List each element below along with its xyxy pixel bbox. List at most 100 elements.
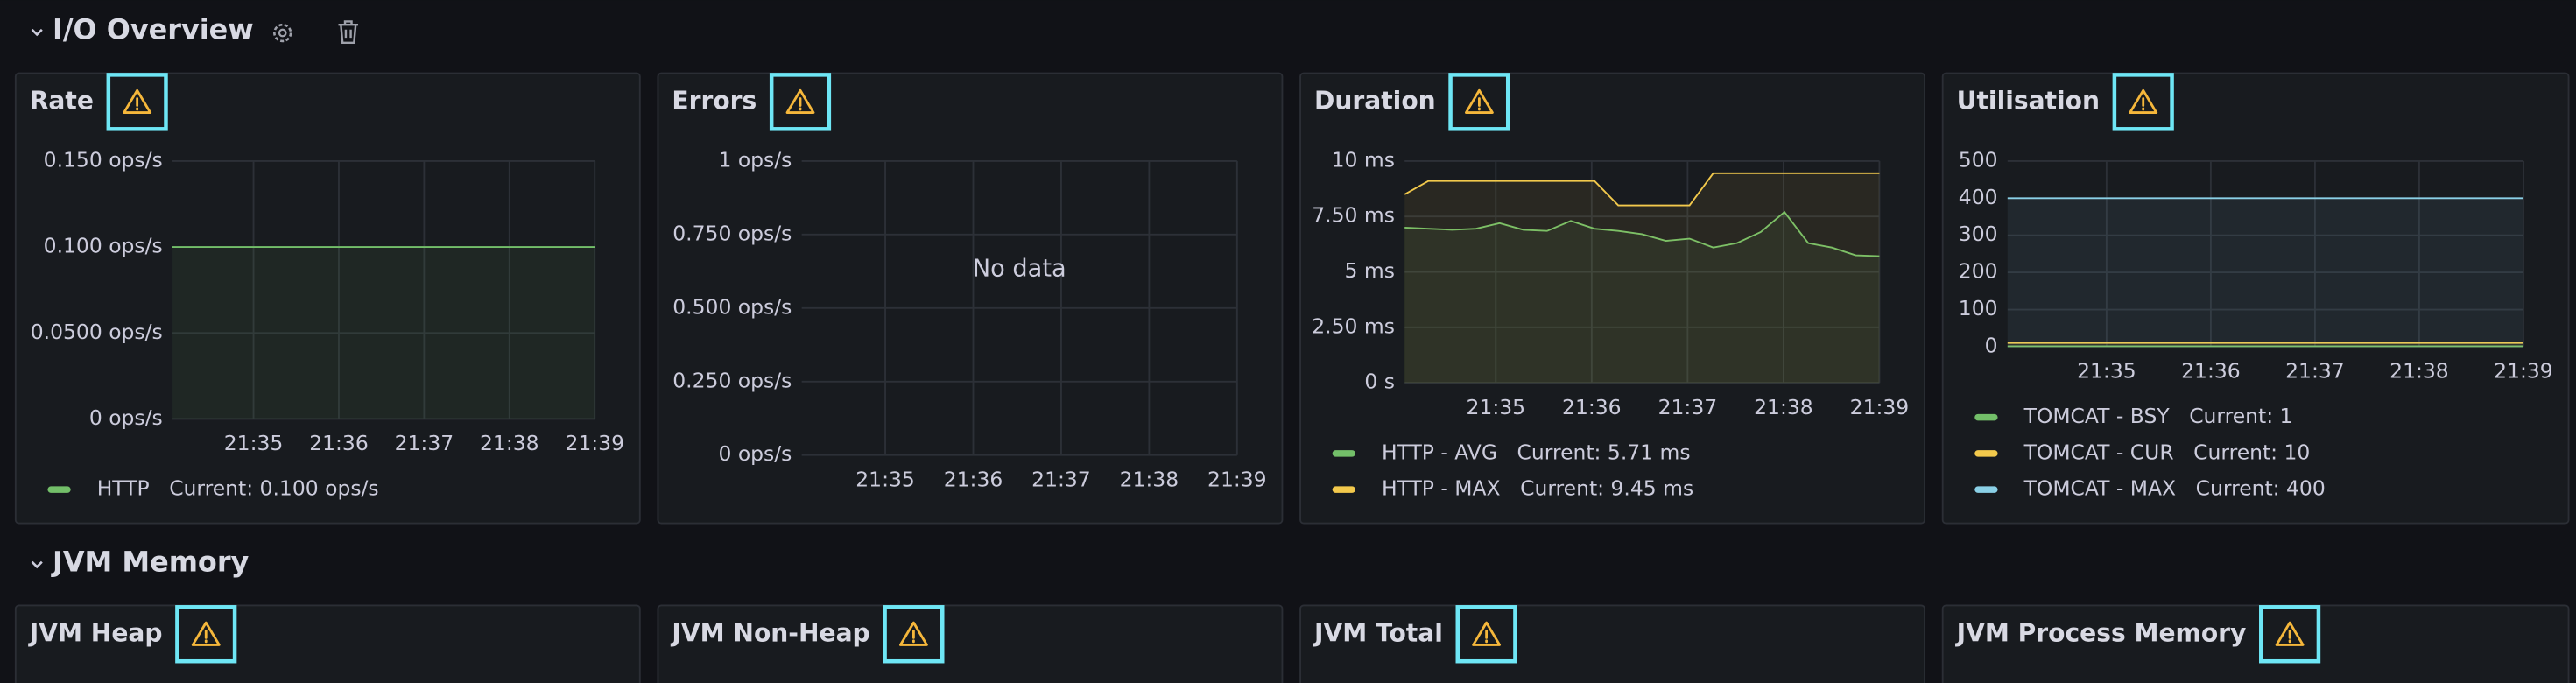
legend-name[interactable]: HTTP - MAX [1382,476,1501,501]
panel [1941,72,2570,525]
y-tick-label: 0 [1985,333,1998,357]
warning-highlight[interactable] [769,73,832,131]
y-tick-label: 0.100 ops/s [44,234,163,258]
panel-title: Duration [1314,86,1436,115]
series-area [2007,198,2523,347]
x-tick-label: 21:39 [565,431,624,455]
series-area [1404,212,1880,384]
warning-icon [1472,621,1502,646]
y-tick-label: 0.250 ops/s [672,368,792,392]
warning-highlight[interactable] [175,605,237,664]
y-tick-label: 10 ms [1332,147,1395,172]
series-area [172,247,595,419]
legend-current: Current: 1 [2189,404,2292,428]
legend-name[interactable]: HTTP [97,476,150,501]
no-data-message: No data [973,256,1066,283]
y-tick-label: 7.50 ms [1312,203,1395,228]
warning-icon [2129,88,2158,114]
legend-current: Current: 10 [2193,440,2310,464]
y-tick-label: 300 [1959,222,1998,246]
y-tick-label: 200 [1959,259,1998,284]
legend-current: Current: 0.100 ops/s [169,476,378,501]
legend-swatch[interactable] [1974,486,1998,493]
y-tick-label: 0 ops/s [89,405,163,430]
y-tick-label: 500 [1959,147,1998,172]
x-tick-label: 21:38 [1754,395,1813,419]
warning-highlight[interactable] [1448,73,1510,131]
panel-title: JVM Non-Heap [670,618,869,647]
delete-icon[interactable] [338,20,359,45]
gear-hub [278,28,287,38]
x-tick-label: 21:37 [395,431,454,455]
warning-highlight[interactable] [106,73,168,131]
warning-icon [123,88,152,114]
y-tick-label: 0 ops/s [718,441,792,466]
y-tick-label: 0.150 ops/s [44,147,163,172]
y-tick-label: 5 ms [1345,258,1395,283]
panel [1299,72,1925,525]
x-tick-label: 21:36 [309,431,369,455]
panel [657,72,1284,525]
x-tick-label: 21:38 [480,431,539,455]
y-tick-label: 400 [1959,185,1998,209]
y-tick-label: 1 ops/s [718,147,792,172]
x-tick-label: 21:35 [224,431,284,455]
y-tick-label: 0 s [1364,370,1395,394]
y-tick-label: 0.750 ops/s [672,221,792,245]
warning-icon [2275,621,2305,646]
legend-name[interactable]: HTTP - AVG [1382,440,1497,464]
panel [14,604,641,683]
y-tick-label: 0.0500 ops/s [31,320,163,344]
gear [273,23,292,43]
warning-highlight[interactable] [883,605,945,664]
legend-swatch[interactable] [47,486,71,493]
panel [14,72,641,525]
legend-name[interactable]: TOMCAT - BSY [2023,404,2171,428]
y-tick-label: 100 [1959,296,1998,320]
x-tick-label: 21:38 [2389,358,2449,383]
legend-swatch[interactable] [1974,413,1998,421]
series-line [1404,210,1880,257]
x-tick-label: 21:39 [1207,467,1267,491]
series-area [1404,173,1880,384]
x-tick-label: 21:37 [1031,467,1091,491]
panel-title: JVM Heap [28,618,163,647]
warning-highlight[interactable] [2112,73,2174,131]
legend-swatch[interactable] [1974,450,1998,457]
x-tick-label: 21:39 [1850,395,1910,419]
panel-title: Rate [30,86,94,115]
legend-swatch[interactable] [1332,486,1355,493]
x-tick-label: 21:35 [855,467,915,491]
panel-title: JVM Process Memory [1955,618,2247,647]
x-tick-label: 21:39 [2494,358,2553,383]
row-title[interactable]: JVM Memory [51,546,250,579]
warning-icon [785,88,815,114]
settings-icon[interactable] [273,23,292,43]
row-chevron[interactable] [31,560,43,569]
panel [1941,604,2570,683]
warning-icon [898,621,928,646]
panel-title: Utilisation [1957,86,2100,115]
series-area [2007,342,2523,347]
row-title[interactable]: I/O Overview [53,13,254,46]
warning-highlight[interactable] [1455,605,1517,664]
panel [657,604,1284,683]
x-tick-label: 21:38 [1120,467,1179,491]
legend-current: Current: 400 [2196,476,2326,501]
legend-name[interactable]: TOMCAT - MAX [2023,476,2177,501]
panel-title: Errors [672,86,757,115]
legend-name[interactable]: TOMCAT - CUR [2023,440,2174,464]
series-line [1404,172,1880,207]
row-chevron[interactable] [31,28,43,37]
y-tick-label: 0.500 ops/s [672,294,792,319]
warning-icon [191,621,221,646]
legend-current: Current: 9.45 ms [1520,476,1693,501]
x-tick-label: 21:35 [2077,358,2136,383]
x-tick-label: 21:35 [1467,395,1526,419]
x-tick-label: 21:37 [1658,395,1718,419]
warning-highlight[interactable] [2259,605,2321,664]
panel-title: JVM Total [1313,618,1443,647]
legend-swatch[interactable] [1332,450,1355,457]
